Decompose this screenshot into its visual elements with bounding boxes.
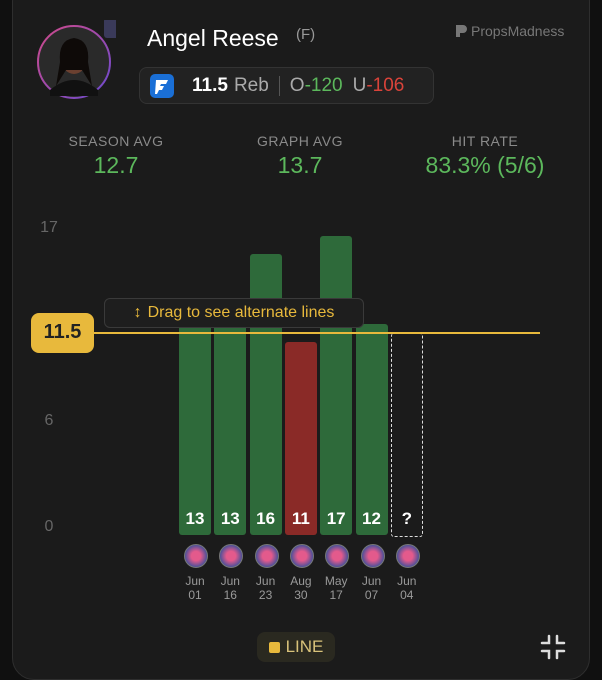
team-logo — [325, 544, 350, 568]
team-logo — [395, 544, 420, 568]
stat-label: HIT RATE — [451, 133, 519, 149]
line-swatch — [268, 641, 280, 653]
stat-label: SEASON AVG — [68, 133, 164, 149]
pending-label: ? — [401, 509, 412, 528]
pending-bar — [390, 332, 423, 537]
team-logo — [289, 544, 314, 568]
value-label: 13 — [220, 509, 240, 528]
stat-value: 12.7 — [93, 152, 139, 178]
y-tick-label: 6 — [44, 412, 54, 430]
brand-name: PropsMadness — [471, 23, 565, 39]
value-label: 17 — [326, 509, 346, 528]
drag-icon: ↕ — [133, 304, 142, 321]
threshold-line — [94, 331, 540, 334]
bar — [284, 341, 317, 535]
under-label: U — [352, 74, 367, 96]
under-odds: -106 — [366, 74, 405, 96]
player-name: Angel Reese — [147, 25, 279, 51]
x-tick-label: Jun 01 — [185, 574, 205, 602]
bar — [214, 306, 247, 535]
over-odds: -120 — [304, 74, 343, 96]
stat-value: 13.7 — [277, 152, 323, 178]
bar — [355, 323, 388, 535]
stat-value: 83.3% (5/6) — [425, 152, 545, 178]
x-tick-label: Jun 04 — [397, 574, 417, 602]
prop-pill: 11.5 Reb O -120 U -106 — [139, 67, 434, 104]
value-label: 12 — [362, 509, 381, 528]
x-tick-label: Jun 23 — [255, 574, 276, 602]
brand-logo — [456, 25, 467, 37]
value-label: 11 — [291, 509, 310, 528]
avatar — [37, 20, 116, 99]
position: (F) — [296, 26, 316, 43]
brand: PropsMadness — [455, 23, 564, 39]
bar — [179, 306, 211, 535]
team-logo — [360, 544, 385, 568]
prop-stat: Reb — [233, 74, 269, 96]
value-label: 13 — [185, 509, 205, 528]
team-logo — [184, 544, 208, 568]
button-text: LINE — [285, 637, 324, 656]
over-label: O — [289, 74, 305, 96]
stat-label: GRAPH AVG — [257, 133, 343, 149]
x-tick-label: Jun 16 — [220, 574, 240, 602]
x-tick-label: May 17 — [324, 574, 348, 602]
y-tick-label: 17 — [40, 219, 58, 236]
bar — [249, 253, 282, 535]
bar — [320, 236, 353, 535]
drag-hint[interactable]: ↕ Drag to see alternate lines — [104, 298, 364, 328]
y-tick-label: 0 — [44, 518, 54, 535]
x-tick-label: Aug 30 — [290, 574, 312, 602]
x-tick-label: Jun 07 — [361, 574, 382, 602]
team-logo — [254, 544, 279, 568]
line-button[interactable]: LINE — [257, 632, 335, 662]
threshold-label[interactable]: 11.5 — [31, 312, 94, 353]
collapse-button[interactable] — [540, 634, 566, 660]
divider — [278, 75, 280, 96]
hint-text: Drag to see alternate lines — [147, 304, 335, 321]
value-label: 16 — [256, 509, 276, 528]
prop-line: 11.5 — [192, 74, 228, 96]
team-logo — [219, 544, 244, 568]
book-logo — [150, 73, 174, 98]
